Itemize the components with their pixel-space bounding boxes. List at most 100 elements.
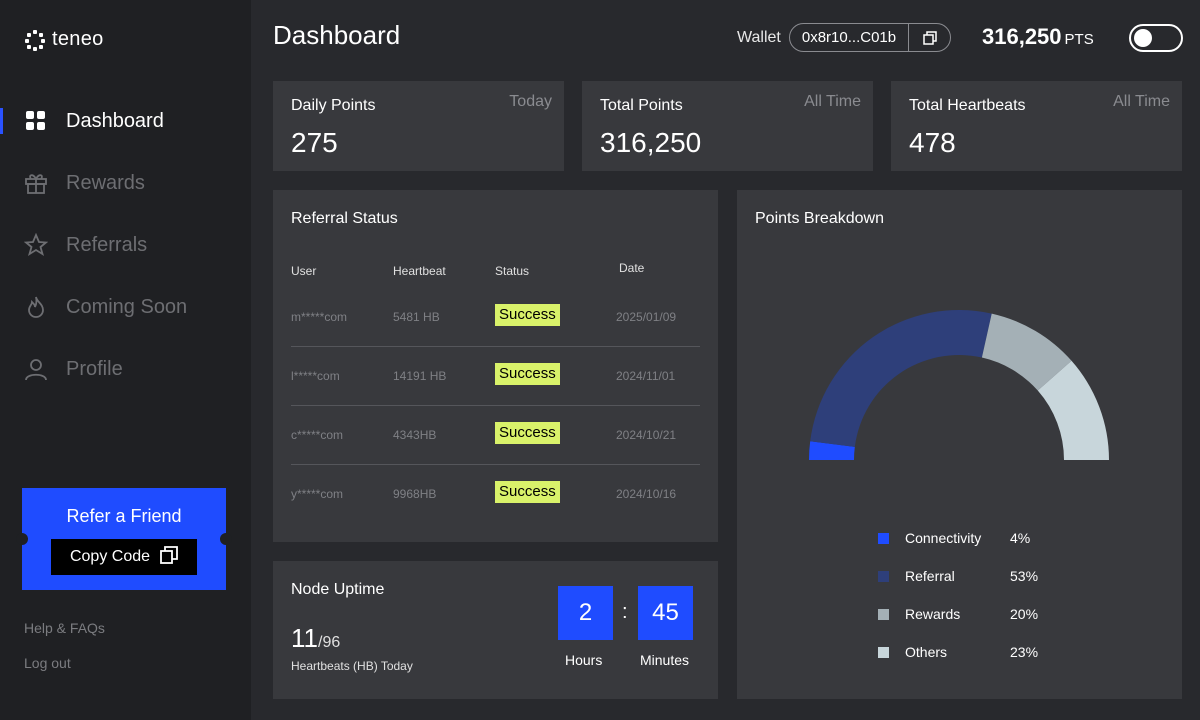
gift-icon [24,171,48,195]
cell-date: 2025/01/09 [616,310,677,324]
referral-status-card: Referral Status User Heartbeat Status Da… [273,190,718,542]
status-badge: Success [495,422,560,444]
sidebar-item-label: Referrals [66,233,148,256]
time-separator: : [622,601,628,623]
column-header: User [291,264,317,278]
stat-value: 316,250 [600,127,702,158]
legend-percent: 23% [1010,644,1039,660]
cell-user: l*****com [291,369,340,383]
points-balance: 316,250 PTS [982,24,1094,50]
column-header: Heartbeat [393,264,446,278]
logo[interactable]: teneo [24,28,104,51]
minutes-value: 45 [638,586,693,640]
cell-heartbeat: 5481 HB [393,310,440,324]
sidebar-item-label: Profile [66,357,123,380]
logo-text: teneo [52,28,104,50]
stat-card-total-points: Total Points All Time 316,250 [582,81,873,171]
flame-icon [24,295,48,319]
heartbeat-count: 11/96 [291,623,340,654]
sidebar-item-referrals[interactable]: Referrals [0,214,251,276]
legend-percent: 4% [1010,530,1031,546]
legend-name: Rewards [905,606,961,622]
wallet-address-box: 0x8r10...C01b [789,23,951,52]
stat-tag: All Time [804,93,861,110]
sidebar-item-profile[interactable]: Profile [0,338,251,400]
table-row: y*****com 9968HB Success 2024/10/16 [291,465,700,524]
legend-swatch [878,646,889,658]
logo-icon [24,29,46,51]
cell-date: 2024/10/21 [616,428,677,442]
wallet-address: 0x8r10...C01b [801,29,897,46]
legend-percent: 20% [1010,606,1039,622]
legend-swatch [878,608,889,620]
sidebar-item-dashboard[interactable]: Dashboard [0,90,251,152]
logout-link[interactable]: Log out [24,655,71,671]
points-breakdown-gauge [809,310,1109,460]
column-header: Status [495,264,530,278]
copy-icon [160,545,178,569]
status-badge: Success [495,481,560,503]
wallet-label: Wallet [737,29,781,46]
minutes-label: Minutes [640,652,690,668]
page-title: Dashboard [273,20,401,50]
copy-wallet-button[interactable] [908,24,950,51]
stat-card-daily-points: Daily Points Today 275 [273,81,564,171]
heartbeat-subtitle: Heartbeats (HB) Today [291,659,413,673]
legend-item: Others 23% [878,642,1038,662]
refer-a-friend-card: Refer a Friend Copy Code [16,488,232,590]
legend-item: Referral 53% [878,566,1038,586]
points-unit: PTS [1064,31,1094,48]
table-row: m*****com 5481 HB Success 2025/01/09 [291,288,700,347]
stat-value: 275 [291,127,338,158]
legend-name: Connectivity [905,530,982,546]
stat-tag: Today [509,93,552,110]
sidebar: teneo Dashboard Rewards Referrals Coming… [0,0,251,720]
status-badge: Success [495,304,560,326]
sidebar-item-label: Coming Soon [66,295,188,318]
cell-user: c*****com [291,428,344,442]
cell-heartbeat: 14191 HB [393,369,447,383]
legend-item: Rewards 20% [878,604,1038,624]
gauge-segment-connectivity [809,441,855,460]
cell-user: y*****com [291,487,344,501]
star-icon [24,233,48,257]
table-row: l*****com 14191 HB Success 2024/11/01 [291,347,700,406]
copy-code-button[interactable]: Copy Code [51,539,197,575]
cell-user: m*****com [291,310,348,324]
legend-name: Referral [905,568,955,584]
points-breakdown-card: Points Breakdown Connectivity 4% Referra… [737,190,1182,699]
stat-card-total-heartbeats: Total Heartbeats All Time 478 [891,81,1182,171]
sidebar-nav: Dashboard Rewards Referrals Coming Soon … [0,90,251,400]
legend-item: Connectivity 4% [878,528,1030,548]
gauge-segment-referral [810,310,992,447]
stat-tag: All Time [1113,93,1170,110]
theme-toggle[interactable] [1129,24,1183,52]
gauge-segment-others [1037,360,1109,460]
legend-percent: 53% [1010,568,1039,584]
toggle-knob [1134,29,1152,47]
help-faqs-link[interactable]: Help & FAQs [24,620,105,636]
user-icon [24,357,48,381]
card-title: Points Breakdown [755,210,884,227]
refer-title: Refer a Friend [66,506,182,526]
stat-label: Total Points [600,97,683,114]
sidebar-item-coming-soon[interactable]: Coming Soon [0,276,251,338]
status-badge: Success [495,363,560,385]
stat-value: 478 [909,127,956,158]
legend-swatch [878,570,889,582]
cell-heartbeat: 9968HB [393,487,437,501]
legend-name: Others [905,644,948,660]
hours-value: 2 [558,586,613,640]
card-title: Node Uptime [291,581,385,598]
copy-code-label: Copy Code [69,548,151,565]
sidebar-item-label: Rewards [66,171,145,194]
table-row: c*****com 4343HB Success 2024/10/21 [291,406,700,465]
heartbeat-total: /96 [318,634,341,651]
copy-icon [922,30,937,45]
sidebar-item-rewards[interactable]: Rewards [0,152,251,214]
cell-heartbeat: 4343HB [393,428,437,442]
heartbeat-count-value: 11 [291,623,318,653]
card-title: Referral Status [291,210,398,227]
stat-label: Daily Points [291,97,376,114]
column-header: Date [619,261,645,275]
